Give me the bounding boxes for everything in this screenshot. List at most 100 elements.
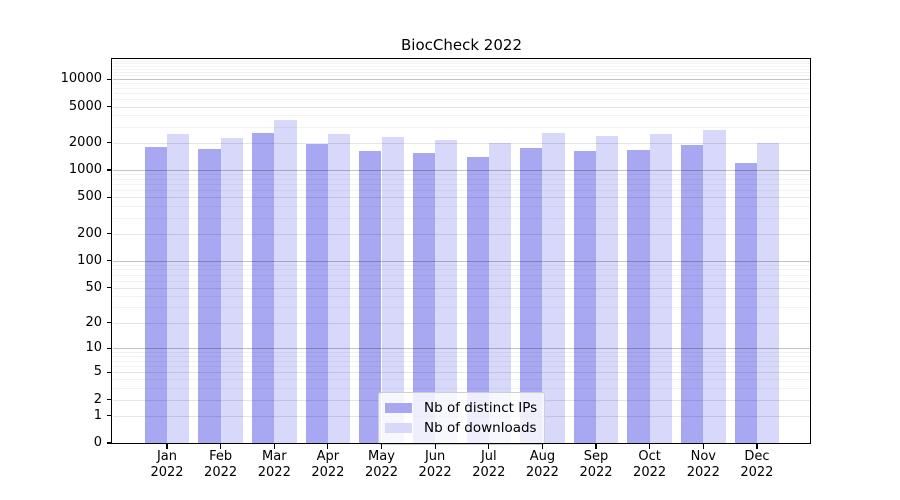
bar-downloads-apr	[327, 134, 351, 443]
legend-swatch-downloads-icon	[385, 422, 412, 434]
y-tick-label-500: 500	[77, 189, 102, 205]
bar-downloads-jun	[435, 140, 458, 443]
y-tick-label-1: 1	[93, 407, 102, 423]
x-tick-mark	[488, 444, 490, 449]
y-tick-label-0: 0	[93, 435, 102, 450]
x-tick-mark	[649, 444, 651, 449]
gridline-8000	[113, 88, 810, 89]
legend-label-distinct-ips: Nb of distinct IPs	[424, 400, 538, 416]
gridline-5	[113, 372, 810, 374]
gridline-8	[113, 356, 810, 358]
y-tick-label-10000: 10000	[60, 71, 102, 87]
gridline-70	[113, 274, 810, 276]
bar-downloads-mar	[274, 120, 297, 443]
gridline-700	[113, 184, 810, 186]
gridline-7	[113, 360, 810, 362]
y-tick-label-200: 200	[77, 225, 102, 241]
gridline-14000	[113, 65, 810, 67]
gridline-800	[113, 178, 810, 180]
y-tick-mark	[107, 322, 112, 324]
x-tick-mark	[380, 444, 383, 449]
gridline-6000	[113, 99, 810, 101]
bar-distinct-ips-dec	[734, 163, 757, 443]
gridline-40	[113, 296, 810, 298]
bar-distinct-ips-jul	[466, 156, 489, 443]
x-tick-label-sep: Sep 2022	[579, 449, 613, 480]
x-tick-label-aug: Aug 2022	[525, 449, 559, 480]
y-tick-mark	[107, 347, 112, 349]
y-tick-mark	[107, 142, 112, 144]
y-tick-mark	[107, 78, 112, 80]
gridline-12000	[113, 72, 810, 73]
plot-area: Nb of distinct IPs Nb of downloads	[113, 60, 810, 445]
y-tick-label-2000: 2000	[68, 134, 102, 150]
bar-downloads-may	[381, 136, 404, 443]
gridline-30	[113, 307, 810, 309]
gridline-6	[113, 366, 810, 368]
x-tick-mark	[273, 444, 275, 449]
x-tick-label-apr: Apr 2022	[311, 449, 345, 480]
y-tick-mark	[107, 371, 112, 373]
gridline-100	[113, 260, 810, 262]
bar-distinct-ips-aug	[520, 147, 543, 443]
x-tick-label-may: May 2022	[364, 449, 399, 480]
x-tick-mark	[327, 444, 329, 449]
y-tick-label-1000: 1000	[68, 162, 102, 178]
y-tick-label-2: 2	[93, 391, 102, 407]
gridline-11000	[113, 75, 810, 77]
gridline-4	[113, 379, 810, 381]
bar-distinct-ips-sep	[573, 151, 596, 443]
gridline-80	[113, 269, 810, 271]
legend-label-downloads: Nb of downloads	[424, 420, 537, 436]
y-tick-mark	[107, 415, 112, 417]
x-tick-label-jan: Jan 2022	[150, 449, 184, 480]
bar-downloads-sep	[596, 135, 619, 443]
x-tick-label-feb: Feb 2022	[204, 449, 238, 480]
gridline-3	[113, 388, 810, 390]
gridline-600	[113, 190, 810, 192]
gridline-5000	[113, 106, 810, 108]
bar-distinct-ips-may	[359, 151, 382, 443]
bar-downloads-aug	[542, 133, 565, 443]
bar-downloads-feb	[220, 138, 243, 443]
gridline-15000	[113, 63, 810, 65]
gridline-9	[113, 352, 810, 353]
x-tick-label-dec: Dec 2022	[740, 449, 774, 480]
gridline-3000	[113, 126, 810, 128]
bar-downloads-jan	[167, 133, 190, 443]
gridline-90	[113, 264, 810, 266]
x-tick-label-oct: Oct 2022	[633, 449, 667, 480]
bar-distinct-ips-jan	[144, 147, 167, 443]
x-tick-label-jun: Jun 2022	[418, 449, 452, 480]
y-tick-label-10: 10	[85, 340, 102, 356]
gridline-9000	[113, 83, 810, 85]
gridline-20	[113, 322, 810, 324]
y-tick-label-50: 50	[85, 279, 102, 295]
gridline-2000	[113, 142, 810, 144]
gridline-400	[113, 206, 810, 208]
y-tick-label-5000: 5000	[68, 98, 102, 114]
gridline-16000	[113, 60, 810, 62]
bar-downloads-dec	[756, 142, 780, 443]
gridline-10	[113, 348, 810, 350]
gridline-13000	[113, 68, 810, 70]
x-tick-mark	[541, 444, 543, 449]
y-tick-mark	[107, 232, 112, 235]
gridline-50	[113, 287, 810, 289]
legend-swatch-distinct-ips-icon	[385, 402, 412, 414]
y-tick-label-20: 20	[85, 314, 102, 330]
legend: Nb of distinct IPs Nb of downloads	[378, 392, 545, 445]
bar-distinct-ips-jun	[412, 153, 436, 443]
x-tick-mark	[595, 444, 597, 449]
bar-downloads-nov	[703, 129, 726, 443]
gridline-900	[113, 174, 810, 176]
bar-downloads-jul	[488, 142, 512, 443]
gridline-60	[113, 280, 810, 282]
y-tick-label-5: 5	[93, 364, 102, 380]
x-tick-mark	[220, 444, 222, 449]
x-tick-mark	[434, 444, 436, 449]
x-tick-label-nov: Nov 2022	[686, 449, 720, 480]
bar-distinct-ips-apr	[305, 144, 328, 443]
y-tick-mark	[107, 287, 112, 289]
